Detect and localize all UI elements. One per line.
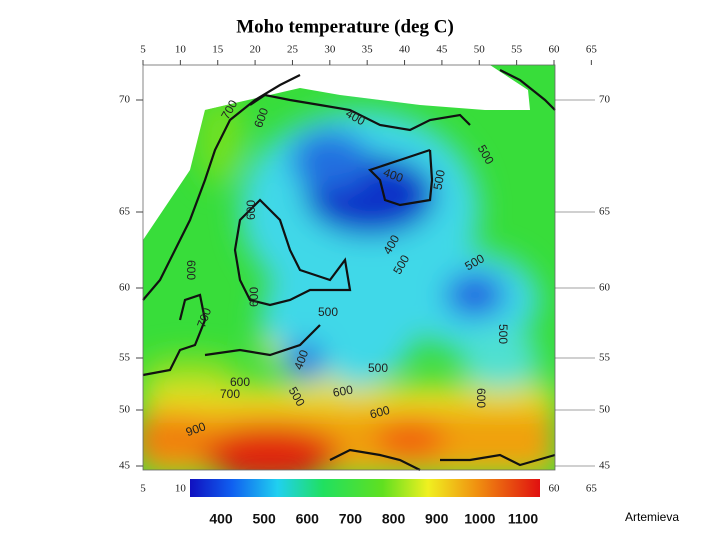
lon-tick-label: 45 [436, 44, 448, 56]
contour-label: 500 [368, 361, 388, 375]
contour-label: 700 [220, 387, 240, 401]
lon-tick-label: 65 [586, 44, 598, 56]
lon-tick-label: 60 [549, 44, 561, 56]
lon-tick-label: 60 [549, 483, 561, 495]
lon-tick-label: 65 [586, 483, 598, 495]
lon-tick-label: 5 [140, 483, 146, 495]
lon-tick-label: 40 [399, 44, 411, 56]
lon-tick-label: 35 [362, 44, 374, 56]
lat-tick-label: 55 [119, 352, 131, 364]
lon-tick-label: 10 [175, 44, 187, 56]
lat-tick-label: 45 [599, 460, 611, 472]
colorbar-tick-label: 1100 [508, 511, 539, 527]
lon-tick-label: 10 [175, 483, 187, 495]
contour-label: 600 [247, 287, 261, 307]
contour-label: 600 [244, 200, 258, 220]
map-frame [142, 64, 556, 471]
contour-label: 600 [251, 106, 271, 130]
lat-tick-label: 70 [119, 94, 131, 106]
colorbar-tick-label: 800 [382, 511, 406, 527]
contour-label: 900 [184, 419, 208, 439]
lon-tick-label: 50 [474, 44, 486, 56]
contour-label: 400 [291, 348, 311, 372]
contour-label: 400 [381, 165, 405, 185]
lat-tick-label: 70 [599, 94, 611, 106]
colorbar-tick-label: 400 [209, 511, 233, 527]
lat-tick-label: 60 [599, 282, 611, 294]
lon-tick-label: 25 [287, 44, 299, 56]
coastlines [142, 69, 556, 471]
contour-label: 600 [474, 388, 488, 408]
lat-tick-label: 50 [599, 404, 611, 416]
contour-label: 500 [318, 305, 338, 319]
lon-tick-label: 5 [140, 44, 146, 56]
lat-tick-label: 55 [599, 352, 611, 364]
contour-label: 600 [230, 375, 250, 389]
colorbar-tick-label: 700 [339, 511, 363, 527]
lat-tick-label: 50 [119, 404, 131, 416]
contour-label: 600 [332, 382, 354, 399]
colorbar-tick-label: 600 [296, 511, 320, 527]
lat-tick-label: 45 [119, 460, 131, 472]
lat-tick-label: 65 [599, 206, 611, 218]
lat-tick-label: 60 [119, 282, 131, 294]
temperature-field [143, 65, 555, 470]
lon-tick-label: 20 [250, 44, 262, 56]
contour-label: 600 [184, 260, 198, 280]
contour-label: 700 [194, 306, 214, 330]
colorbar-tick-label: 1000 [464, 511, 495, 527]
title: Moho temperature (deg C) [236, 16, 454, 37]
contour-label: 500 [431, 168, 448, 190]
credit: Artemieva [625, 510, 679, 524]
colorbar-tick-label: 900 [425, 511, 449, 527]
colorbar [190, 479, 540, 497]
lon-tick-label: 30 [324, 44, 336, 56]
lat-tick-label: 65 [119, 206, 131, 218]
contour-label: 600 [368, 403, 391, 422]
colorbar-tick-label: 500 [252, 511, 276, 527]
lon-tick-label: 15 [212, 44, 224, 56]
contour-label: 500 [496, 324, 510, 344]
lon-tick-label: 55 [511, 44, 523, 56]
